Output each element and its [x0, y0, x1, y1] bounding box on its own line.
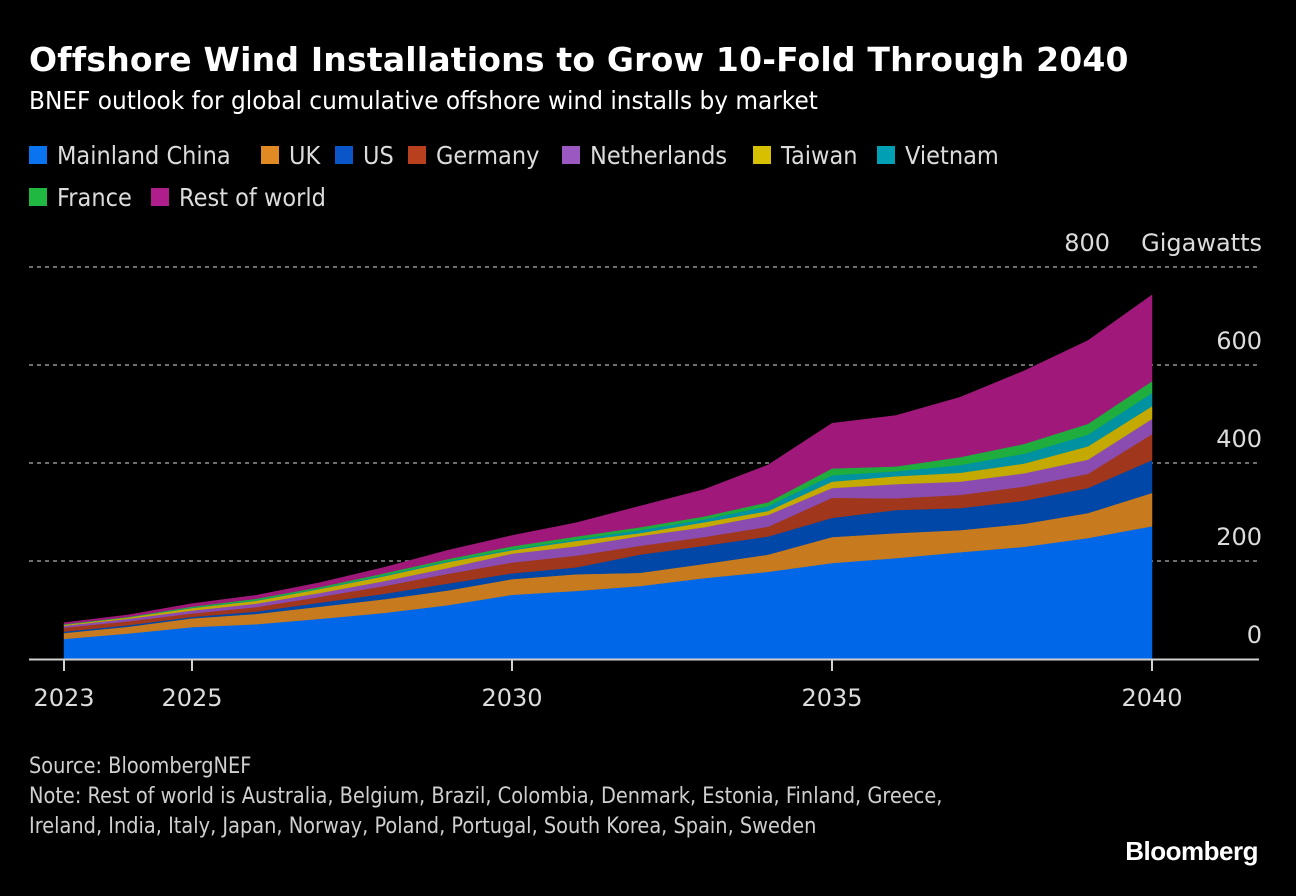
legend-swatch-mainland-china	[29, 146, 47, 164]
x-tick-label: 2040	[1121, 684, 1182, 712]
legend-swatch-taiwan	[753, 146, 772, 164]
x-tick-label: 2030	[481, 684, 542, 712]
y-tick-label: 600	[1216, 327, 1262, 355]
legend-swatch-vietnam	[877, 146, 896, 164]
chart-subtitle: BNEF outlook for global cumulative offsh…	[29, 86, 818, 115]
legend-item-rest-of-world: Rest of world	[151, 182, 332, 212]
legend-label: France	[57, 182, 132, 212]
y-tick-label: 200	[1216, 523, 1262, 551]
legend-label: Taiwan	[781, 140, 858, 170]
legend-item-taiwan: Taiwan	[753, 140, 858, 170]
legend-label: Germany	[435, 140, 540, 170]
legend-item-uk: UK	[261, 140, 320, 170]
legend-item-germany: Germany	[407, 140, 541, 170]
legend-label: Netherlands	[589, 140, 727, 170]
x-tick-label: 2025	[161, 684, 222, 712]
legend-swatch-france	[29, 188, 47, 206]
rest-of-world-note: Note: Rest of world is Australia, Belgiu…	[29, 784, 943, 839]
legend: Mainland China UK US Germany Netherlands…	[29, 140, 1269, 212]
legend-label: Rest of world	[179, 182, 327, 212]
y-tick-label: 0	[1247, 621, 1262, 649]
y-tick-label: 400	[1216, 425, 1262, 453]
legend-item-netherlands: Netherlands	[561, 140, 732, 170]
legend-swatch-uk	[261, 146, 280, 164]
legend-swatch-germany	[407, 146, 426, 164]
legend-label: UK	[289, 140, 321, 170]
x-tick-label: 2023	[33, 684, 94, 712]
legend-label: US	[362, 140, 394, 170]
x-tick-label: 2035	[801, 684, 862, 712]
footer-notes: Source: BloombergNEF Note: Rest of world…	[29, 752, 997, 842]
y-tick-label: 800	[1064, 229, 1110, 257]
area-rest-of-world	[63, 294, 1153, 625]
axes	[29, 658, 1259, 671]
stacked-areas	[63, 294, 1153, 660]
legend-swatch-us	[334, 146, 353, 164]
bloomberg-logo: Bloomberg	[1125, 836, 1258, 866]
legend-item-vietnam: Vietnam	[877, 140, 999, 170]
legend-item-mainland-china: Mainland China	[29, 140, 240, 170]
legend-swatch-rest-of-world	[151, 188, 170, 206]
legend-label: Vietnam	[905, 140, 1000, 170]
legend-swatch-netherlands	[561, 146, 580, 164]
chart-title: Offshore Wind Installations to Grow 10-F…	[29, 40, 1129, 79]
source-note: Source: BloombergNEF	[29, 754, 252, 779]
legend-label: Mainland China	[57, 140, 231, 170]
legend-item-us: US	[334, 140, 393, 170]
axis-labels: 2023 2025 2030 2035 2040 0 200 400 600 800 Gigawat…	[33, 229, 1262, 712]
legend-item-france: France	[29, 182, 132, 212]
y-axis-unit-label: Gigawatts	[1141, 229, 1262, 257]
